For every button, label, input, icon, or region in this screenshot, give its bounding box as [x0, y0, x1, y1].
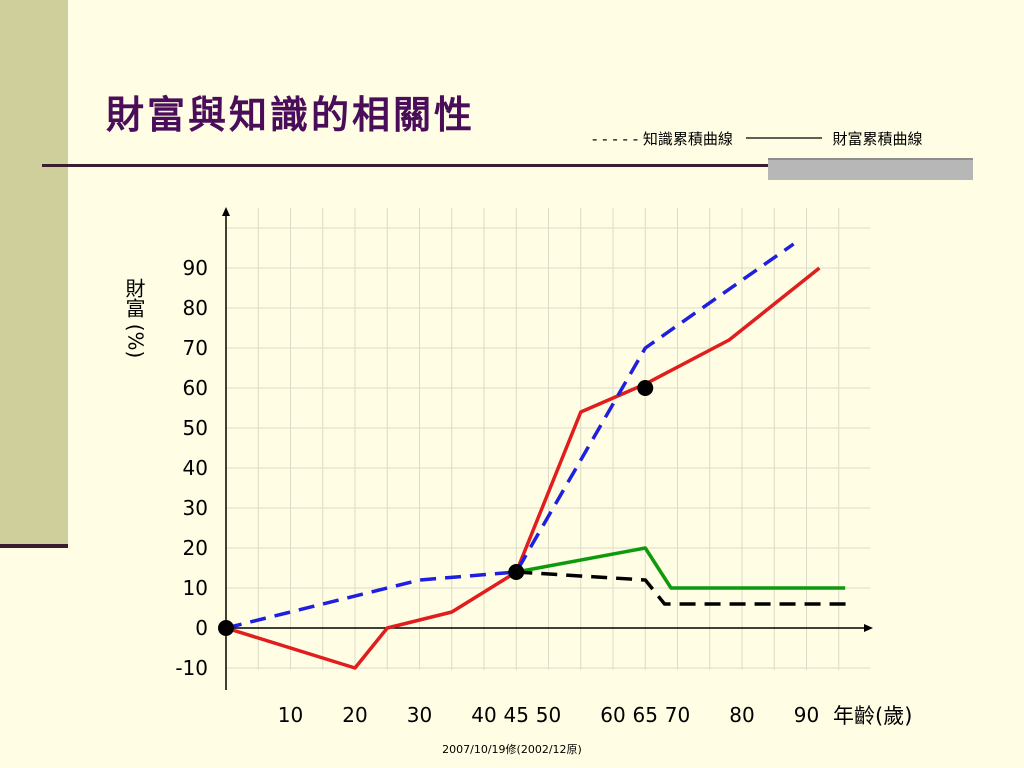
y-tick-label: 30 — [183, 496, 208, 520]
slide-sidebar — [0, 0, 68, 548]
x-tick-label: 60 — [600, 703, 625, 727]
y-tick-label: -10 — [175, 656, 208, 680]
x-tick-label: 45 — [504, 703, 529, 727]
y-tick-label: 60 — [183, 376, 208, 400]
sidebar-rule — [0, 544, 68, 548]
chart-grid — [226, 208, 870, 670]
data-marker — [218, 620, 234, 636]
y-tick-label: 50 — [183, 416, 208, 440]
chart-axes — [222, 207, 873, 690]
x-tick-label: 80 — [729, 703, 754, 727]
y-tick-label: 40 — [183, 456, 208, 480]
x-tick-label: 65 — [633, 703, 658, 727]
title-rule — [42, 164, 972, 167]
legend-wealth: 財富累積曲線 — [832, 130, 923, 148]
y-axis-label-main: 財富 — [122, 278, 146, 318]
y-tick-label: 10 — [183, 576, 208, 600]
y-axis-arrow — [222, 207, 230, 216]
y-tick-label: 0 — [195, 616, 208, 640]
x-axis-arrow — [864, 624, 873, 632]
title-accent-bar — [768, 158, 973, 180]
data-marker — [508, 564, 525, 580]
x-axis-label: 年齡(歲) — [833, 704, 913, 728]
x-tick-label: 10 — [278, 703, 303, 727]
y-axis-label-unit: (%) — [123, 323, 148, 359]
x-tick-label: 90 — [794, 703, 819, 727]
legend-knowledge: - - - - - 知識累積曲線 — [592, 130, 733, 148]
x-tick-label: 70 — [665, 703, 690, 727]
slide-footer: 2007/10/19修(2002/12原) — [442, 743, 582, 756]
y-tick-label: 70 — [183, 336, 208, 360]
x-tick-label: 40 — [471, 703, 496, 727]
series-line-2 — [515, 546, 846, 590]
y-tick-label: 80 — [183, 296, 208, 320]
data-marker — [637, 380, 654, 396]
slide-title: 財富與知識的相關性 — [106, 92, 476, 137]
x-tick-label: 50 — [536, 703, 561, 727]
series-line-1 — [225, 242, 795, 630]
chart-legend: - - - - - 知識累積曲線 財富累積曲線 — [592, 128, 922, 149]
y-axis-label: 財富 (%) — [118, 278, 150, 358]
chart-markers — [218, 380, 654, 636]
x-tick-label: 20 — [342, 703, 367, 727]
chart-ticks: -10 0 10 20 30 40 50 60 70 80 90 10 20 30 40 45 50 60 65 70… — [175, 256, 819, 727]
y-tick-label: 20 — [183, 536, 208, 560]
series-line-3 — [516, 570, 852, 606]
y-tick-label: 90 — [183, 256, 208, 280]
x-tick-label: 30 — [407, 703, 432, 727]
legend-wealth-line — [738, 128, 828, 148]
